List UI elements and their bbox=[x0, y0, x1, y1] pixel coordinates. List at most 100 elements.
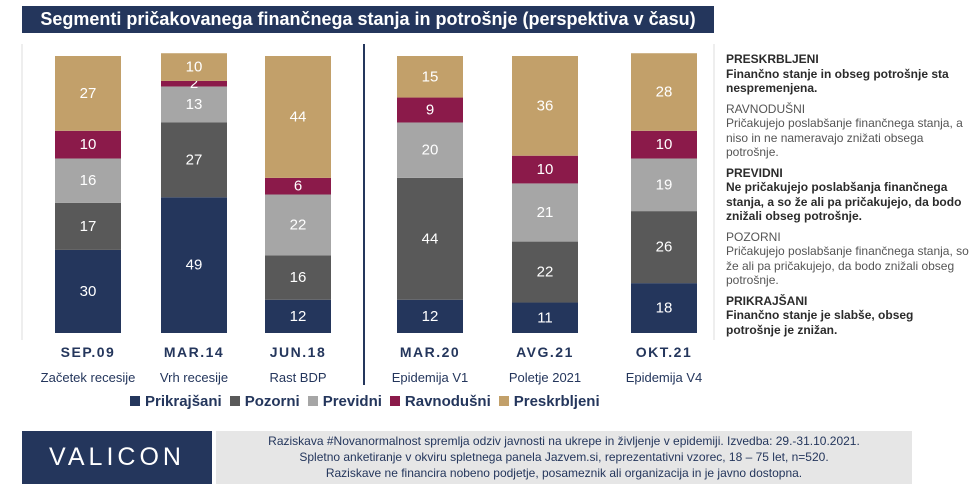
legend-label: Pozorni bbox=[244, 392, 300, 410]
category-label: OKT.21 bbox=[636, 344, 692, 360]
footer-note: Raziskava #Novanormalnost spremlja odziv… bbox=[216, 431, 912, 484]
data-label: 26 bbox=[656, 239, 673, 256]
definition-name: POZORNI bbox=[726, 229, 781, 244]
legend-label: Preskrbljeni bbox=[513, 392, 600, 410]
bar-segment-prikrajšani bbox=[161, 197, 227, 333]
bar-segment-pozorni bbox=[265, 255, 331, 300]
category-label: MAR.14 bbox=[164, 344, 224, 360]
bar-segment-ravnodušni bbox=[265, 177, 331, 195]
bar-segment-previdni bbox=[397, 122, 463, 178]
category-subtitle: Rast BDP bbox=[269, 370, 326, 385]
bar-segment-preskrbljeni bbox=[631, 53, 697, 131]
data-label: 49 bbox=[186, 257, 203, 274]
definition-text: Pričakujejo poslabšanje finančnega stanj… bbox=[726, 116, 963, 159]
bar-segment-previdni bbox=[55, 158, 121, 203]
data-label: 13 bbox=[186, 96, 203, 113]
definition-text: Finančno stanje je slabše, obseg potrošn… bbox=[726, 308, 914, 337]
definition-name: PRIKRAJŠANI bbox=[726, 293, 808, 308]
bar-segment-preskrbljeni bbox=[397, 56, 463, 98]
data-label: 2 bbox=[190, 75, 198, 92]
data-label: 9 bbox=[426, 102, 434, 119]
bar-segment-preskrbljeni bbox=[265, 56, 331, 178]
data-label: 10 bbox=[537, 161, 554, 178]
category-label: MAR.20 bbox=[400, 344, 460, 360]
data-label: 30 bbox=[80, 283, 97, 300]
legend-item: Ravnodušni bbox=[389, 392, 491, 410]
data-label: 22 bbox=[537, 264, 554, 281]
valicon-logo: VALICON bbox=[22, 431, 212, 484]
bar-segment-pozorni bbox=[397, 177, 463, 300]
bar-segment-prikrajšani bbox=[512, 302, 578, 333]
legend-swatch bbox=[307, 396, 318, 406]
bar-segment-ravnodušni bbox=[55, 130, 121, 159]
definition-block: PRESKRBLJENI Finančno stanje in obseg pot… bbox=[726, 52, 971, 96]
bar-segment-preskrbljeni bbox=[512, 56, 578, 156]
data-label: 19 bbox=[656, 176, 673, 193]
data-label: 21 bbox=[537, 204, 554, 221]
footer-line: Raziskave ne financira nobeno podjetje, … bbox=[325, 466, 803, 480]
bar-segment-ravnodušni bbox=[512, 155, 578, 184]
data-label: 17 bbox=[80, 218, 97, 235]
bar-segment-prikrajšani bbox=[55, 249, 121, 333]
bar-segment-preskrbljeni bbox=[55, 56, 121, 131]
data-label: 28 bbox=[656, 84, 673, 101]
definition-text: Ne pričakujejo poslabšanja finančnega st… bbox=[726, 180, 962, 223]
legend-item: Preskrbljeni bbox=[498, 392, 600, 410]
legend: Prikrajšani Pozorni Previdni Ravnodušni Pres… bbox=[130, 390, 690, 412]
data-label: 20 bbox=[422, 142, 439, 159]
definition-name: PREVIDNI bbox=[726, 165, 783, 180]
bar-segment-pozorni bbox=[55, 202, 121, 250]
category-subtitle: Poletje 2021 bbox=[509, 370, 581, 385]
bar-segment-prikrajšani bbox=[631, 283, 697, 333]
data-label: 10 bbox=[186, 59, 203, 76]
bar-segment-previdni bbox=[512, 183, 578, 242]
data-label: 16 bbox=[80, 172, 97, 189]
category-subtitle: Vrh recesije bbox=[160, 370, 228, 385]
data-label: 12 bbox=[422, 308, 439, 325]
bar-segment-ravnodušni bbox=[397, 97, 463, 123]
bar-segment-pozorni bbox=[161, 122, 227, 198]
definition-name: RAVNODUŠNI bbox=[726, 101, 806, 116]
data-label: 44 bbox=[422, 230, 439, 247]
data-label: 15 bbox=[422, 68, 439, 85]
legend-label: Previdni bbox=[322, 392, 382, 410]
data-label: 16 bbox=[290, 269, 307, 286]
bar-segment-prikrajšani bbox=[397, 299, 463, 333]
category-subtitle: Začetek recesije bbox=[41, 370, 136, 385]
definition-block: PREVIDNI Ne pričakujejo poslabšanja finan… bbox=[726, 166, 971, 224]
definition-block: POZORNI Pričakujejo poslabšanje finančneg… bbox=[726, 230, 971, 288]
bar-segment-prikrajšani bbox=[265, 299, 331, 333]
legend-item: Pozorni bbox=[229, 392, 300, 410]
bar-segment-pozorni bbox=[512, 241, 578, 303]
bar-segment-pozorni bbox=[631, 211, 697, 284]
footer-line: Spletno anketiranje v okviru spletnega p… bbox=[299, 450, 829, 464]
bar-segment-previdni bbox=[161, 86, 227, 123]
definition-text: Finančno stanje in obseg potrošnje sta n… bbox=[726, 66, 949, 96]
bar-segment-preskrbljeni bbox=[161, 53, 227, 81]
legend-swatch bbox=[389, 396, 400, 406]
legend-label: Ravnodušni bbox=[404, 392, 491, 410]
data-label: 44 bbox=[290, 108, 307, 125]
data-label: 27 bbox=[80, 85, 97, 102]
category-subtitle: Epidemija V1 bbox=[392, 370, 469, 385]
data-label: 12 bbox=[290, 308, 307, 325]
data-label: 10 bbox=[656, 136, 673, 153]
definition-name: PRESKRBLJENI bbox=[726, 52, 819, 66]
definition-text: Pričakujejo poslabšanje finančnega stanj… bbox=[726, 244, 969, 287]
data-label: 36 bbox=[537, 97, 554, 114]
category-label: JUN.18 bbox=[270, 344, 326, 360]
data-label: 27 bbox=[186, 151, 203, 168]
category-label: AVG.21 bbox=[516, 344, 574, 360]
data-label: 6 bbox=[294, 178, 302, 195]
definition-block: RAVNODUŠNI Pričakujejo poslabšanje finanč… bbox=[726, 102, 971, 160]
bar-segment-previdni bbox=[265, 194, 331, 256]
legend-swatch bbox=[130, 396, 140, 406]
legend-label: Prikrajšani bbox=[145, 392, 222, 410]
legend-item: Previdni bbox=[307, 392, 382, 410]
category-subtitle: Epidemija V4 bbox=[626, 370, 703, 385]
bar-segment-previdni bbox=[631, 158, 697, 212]
bar-segment-ravnodušni bbox=[631, 130, 697, 159]
data-label: 22 bbox=[290, 216, 307, 233]
legend-swatch bbox=[498, 396, 509, 406]
